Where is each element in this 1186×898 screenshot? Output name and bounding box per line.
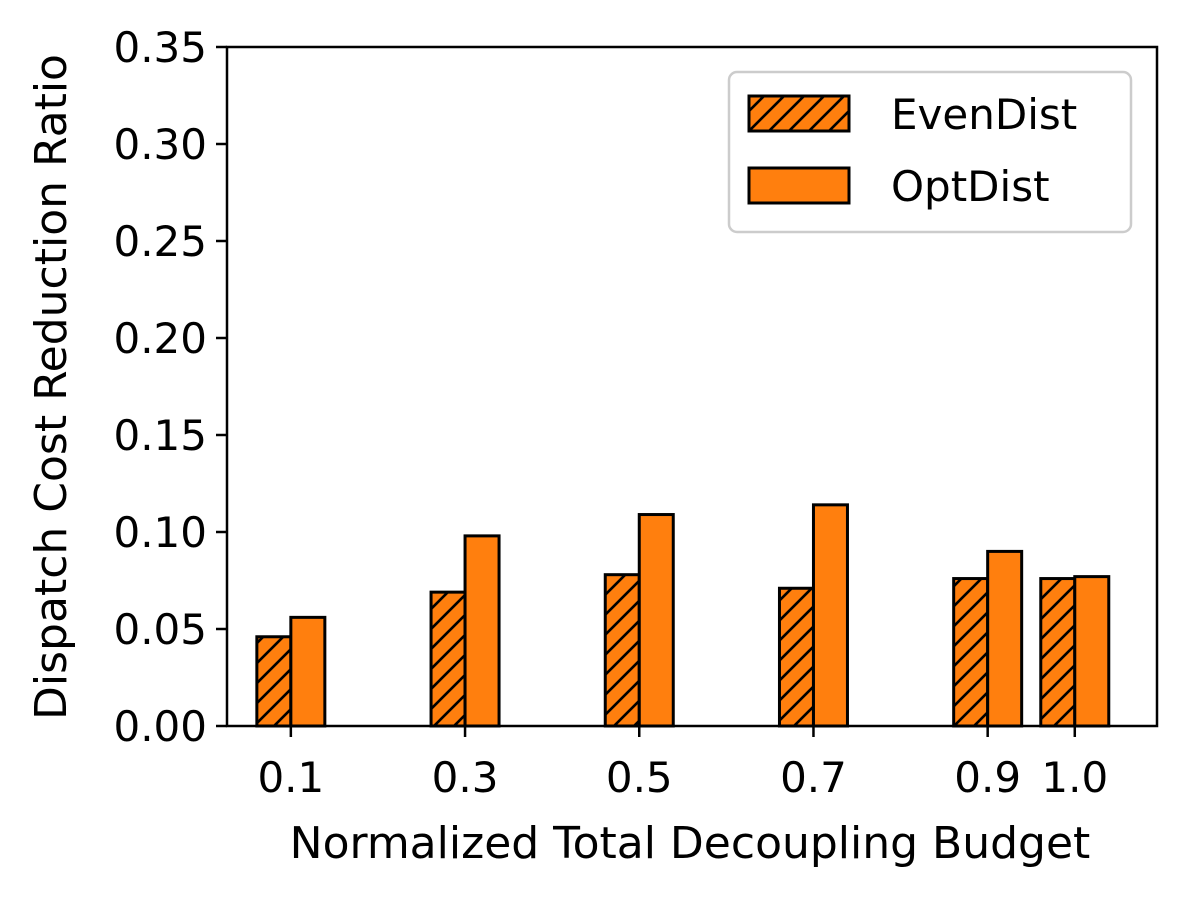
bar-optdist-0.3 [463, 534, 501, 728]
x-axis-label: Normalized Total Decoupling Budget [290, 818, 1091, 869]
x-tick-label: 1.0 [1041, 753, 1108, 802]
plot-frame [225, 45, 1159, 728]
bar-optdist-1.0 [1073, 575, 1111, 728]
y-axis-label: Dispatch Cost Reduction Ratio [26, 54, 77, 720]
bar-optdist-0.1 [289, 615, 327, 728]
x-tick-label: 0.5 [606, 753, 673, 802]
legend-label-optdist: OptDist [891, 162, 1050, 211]
y-tick-label: 0.35 [113, 23, 207, 72]
x-tick-label: 0.9 [954, 753, 1021, 802]
bar-evendist-0.7 [777, 586, 815, 728]
x-tick-label: 0.1 [257, 753, 324, 802]
y-tick-label: 0.25 [113, 217, 207, 266]
bar-optdist-0.7 [811, 503, 849, 728]
bar-evendist-0.1 [255, 635, 293, 728]
x-axis: 0.1 0.3 0.5 0.7 0.9 1.0 [257, 726, 1108, 802]
y-tick-label: 0.20 [113, 314, 207, 363]
y-tick-label: 0.10 [113, 508, 207, 557]
x-tick-label: 0.3 [432, 753, 499, 802]
y-tick-label: 0.05 [113, 605, 207, 654]
y-tick-label: 0.15 [113, 411, 207, 460]
legend-swatch-evendist [747, 94, 851, 133]
y-axis: 0.00 0.05 0.10 0.15 0.20 0.25 0.30 0.35 [113, 23, 227, 751]
y-tick-label: 0.00 [113, 702, 207, 751]
legend-label-evendist: EvenDist [891, 90, 1077, 139]
bar-evendist-0.3 [429, 590, 467, 728]
bar-optdist-0.5 [637, 513, 675, 728]
x-tick-label: 0.7 [780, 753, 847, 802]
bar-evendist-0.5 [603, 573, 641, 728]
bar-evendist-1.0 [1039, 577, 1077, 728]
legend: EvenDist OptDist [727, 70, 1133, 234]
y-tick-label: 0.30 [113, 120, 207, 169]
bars [255, 503, 1111, 728]
plot-area [225, 45, 1159, 728]
bar-optdist-0.9 [986, 549, 1024, 728]
legend-swatch-optdist [747, 166, 851, 205]
bar-evendist-0.9 [952, 577, 990, 728]
